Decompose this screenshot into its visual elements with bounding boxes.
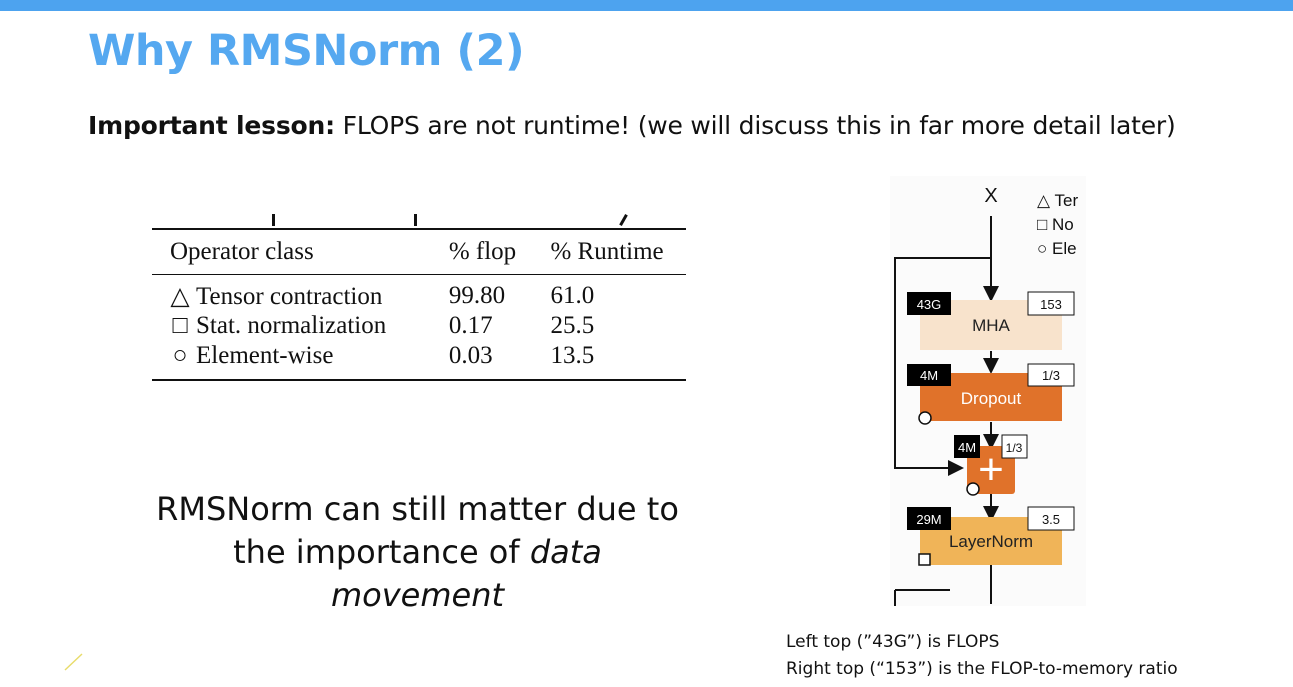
circle-icon: ○ — [172, 342, 188, 369]
runtime-value: 25.5 — [550, 312, 595, 339]
dropout-flops: 4M — [920, 368, 938, 383]
table-header-row: Operator class % flop % Runtime — [152, 230, 686, 274]
table-row: □ Stat. normalization 0.17 25.5 — [152, 311, 686, 341]
lesson-text: FLOPS are not runtime! (we will discuss … — [334, 111, 1176, 140]
layernorm-ratio-badge — [1027, 506, 1075, 531]
layernorm-ratio: 3.5 — [1042, 512, 1060, 527]
add-flops-badge — [954, 435, 980, 458]
dropout-ratio-badge — [1027, 363, 1075, 387]
plus-icon: + — [978, 445, 1004, 494]
triangle-icon: △ — [170, 283, 190, 310]
header-runtime: % Runtime — [550, 238, 664, 265]
lesson-line: Important lesson: FLOPS are not runtime!… — [88, 111, 1176, 140]
legend-tensor: △ Ter — [1037, 191, 1078, 210]
add-flops: 4M — [958, 440, 976, 455]
lesson-label: Important lesson: — [88, 111, 335, 140]
header-operator-class: Operator class — [170, 238, 314, 265]
operator-name: Tensor contraction — [196, 283, 383, 310]
flop-value: 99.80 — [448, 282, 506, 309]
note-line-2: Right top (“153”) is the FLOP-to-memory … — [786, 659, 1178, 679]
mha-ratio: 153 — [1040, 297, 1062, 312]
caption-emphasis: data movement — [330, 533, 602, 614]
slide-title: Why RMSNorm (2) — [88, 26, 525, 76]
flop-value: 0.03 — [448, 342, 493, 369]
top-accent-bar — [0, 0, 1293, 11]
elementwise-circle-icon — [966, 482, 980, 496]
caption-line-2: the importance of data movement — [155, 531, 680, 617]
elementwise-circle-icon — [918, 411, 932, 425]
operator-table: Operator class % flop % Runtime △ Tensor … — [152, 214, 686, 381]
legend-elementwise: ○ Ele — [1037, 239, 1077, 258]
legend-normalization: □ No — [1037, 215, 1074, 234]
mha-flops: 43G — [917, 297, 942, 312]
flop-value: 0.17 — [448, 312, 493, 339]
operator-name: Element-wise — [196, 342, 334, 369]
dropout-flops-badge — [907, 364, 951, 386]
caption-line-1: RMSNorm can still matter due to — [156, 490, 679, 528]
diagram-svg: X △ Ter □ No ○ Ele 43G 153 MHA 4M 1/3 Dr… — [894, 185, 1078, 606]
operator-name: Stat. normalization — [196, 312, 387, 339]
diagram-note: Left top (”43G”) is FLOPS Right top (“15… — [786, 629, 1178, 683]
pen-mark-icon — [64, 653, 83, 671]
layernorm-label: LayerNorm — [949, 532, 1033, 551]
dropout-ratio: 1/3 — [1042, 368, 1060, 383]
add-ratio: 1/3 — [1006, 441, 1023, 455]
mha-label: MHA — [972, 316, 1010, 335]
note-line-1: Left top (”43G”) is FLOPS — [786, 632, 1000, 652]
layernorm-flops: 29M — [916, 512, 941, 527]
caption-line-2-prefix: the importance of — [233, 533, 530, 571]
table-row: ○ Element-wise 0.03 13.5 — [152, 341, 686, 371]
input-x-label: X — [984, 185, 997, 207]
add-ratio-badge — [1001, 434, 1028, 459]
normalization-square-icon — [918, 553, 931, 566]
square-icon: □ — [172, 312, 188, 339]
transformer-block-diagram: X △ Ter □ No ○ Ele 43G 153 MHA 4M 1/3 Dr… — [890, 176, 1086, 606]
cropped-table-fragment — [152, 214, 686, 228]
mha-flops-badge — [907, 292, 951, 315]
dropout-label: Dropout — [961, 389, 1022, 408]
caption: RMSNorm can still matter due to the impo… — [155, 488, 680, 617]
layernorm-flops-badge — [907, 507, 951, 530]
runtime-value: 13.5 — [550, 342, 595, 369]
header-flop: % flop — [448, 238, 517, 265]
residual-connection — [894, 257, 991, 476]
mha-ratio-badge — [1027, 291, 1075, 316]
table-row: △ Tensor contraction 99.80 61.0 — [152, 281, 686, 311]
runtime-value: 61.0 — [550, 282, 595, 309]
